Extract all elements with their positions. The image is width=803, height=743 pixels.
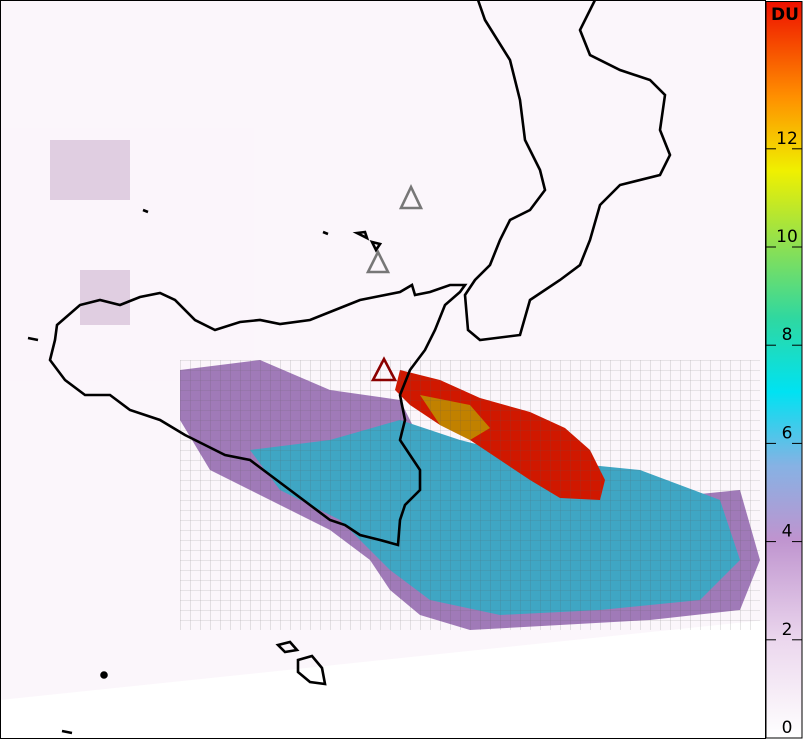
volcano-marker — [365, 249, 391, 274]
volcanoes — [365, 183, 424, 382]
calabria-coast — [463, 0, 672, 342]
colorbar-tick-label: 12 — [776, 129, 798, 149]
island — [296, 654, 327, 686]
colorbar-tick-label: 0 — [782, 718, 793, 738]
volcano-marker — [398, 183, 424, 210]
map — [0, 0, 766, 739]
sicily-coast — [48, 283, 468, 547]
island — [275, 640, 300, 654]
island — [27, 208, 383, 735]
colorbar-label: DU — [771, 5, 799, 25]
colorbar-tick-label: 10 — [776, 227, 798, 247]
island — [100, 671, 108, 679]
volcano-marker — [370, 356, 398, 382]
colorbar-gradient — [765, 1, 803, 739]
colorbar: DU 0 2 4 6 8 10 12 — [765, 1, 803, 739]
colorbar-tick-label: 6 — [782, 423, 793, 443]
coastlines — [27, 0, 672, 735]
colorbar-tick-label: 2 — [782, 620, 793, 640]
colorbar-tick-label: 8 — [782, 325, 793, 345]
so2-plume — [180, 360, 760, 630]
colorbar-tick-label: 4 — [782, 522, 793, 542]
